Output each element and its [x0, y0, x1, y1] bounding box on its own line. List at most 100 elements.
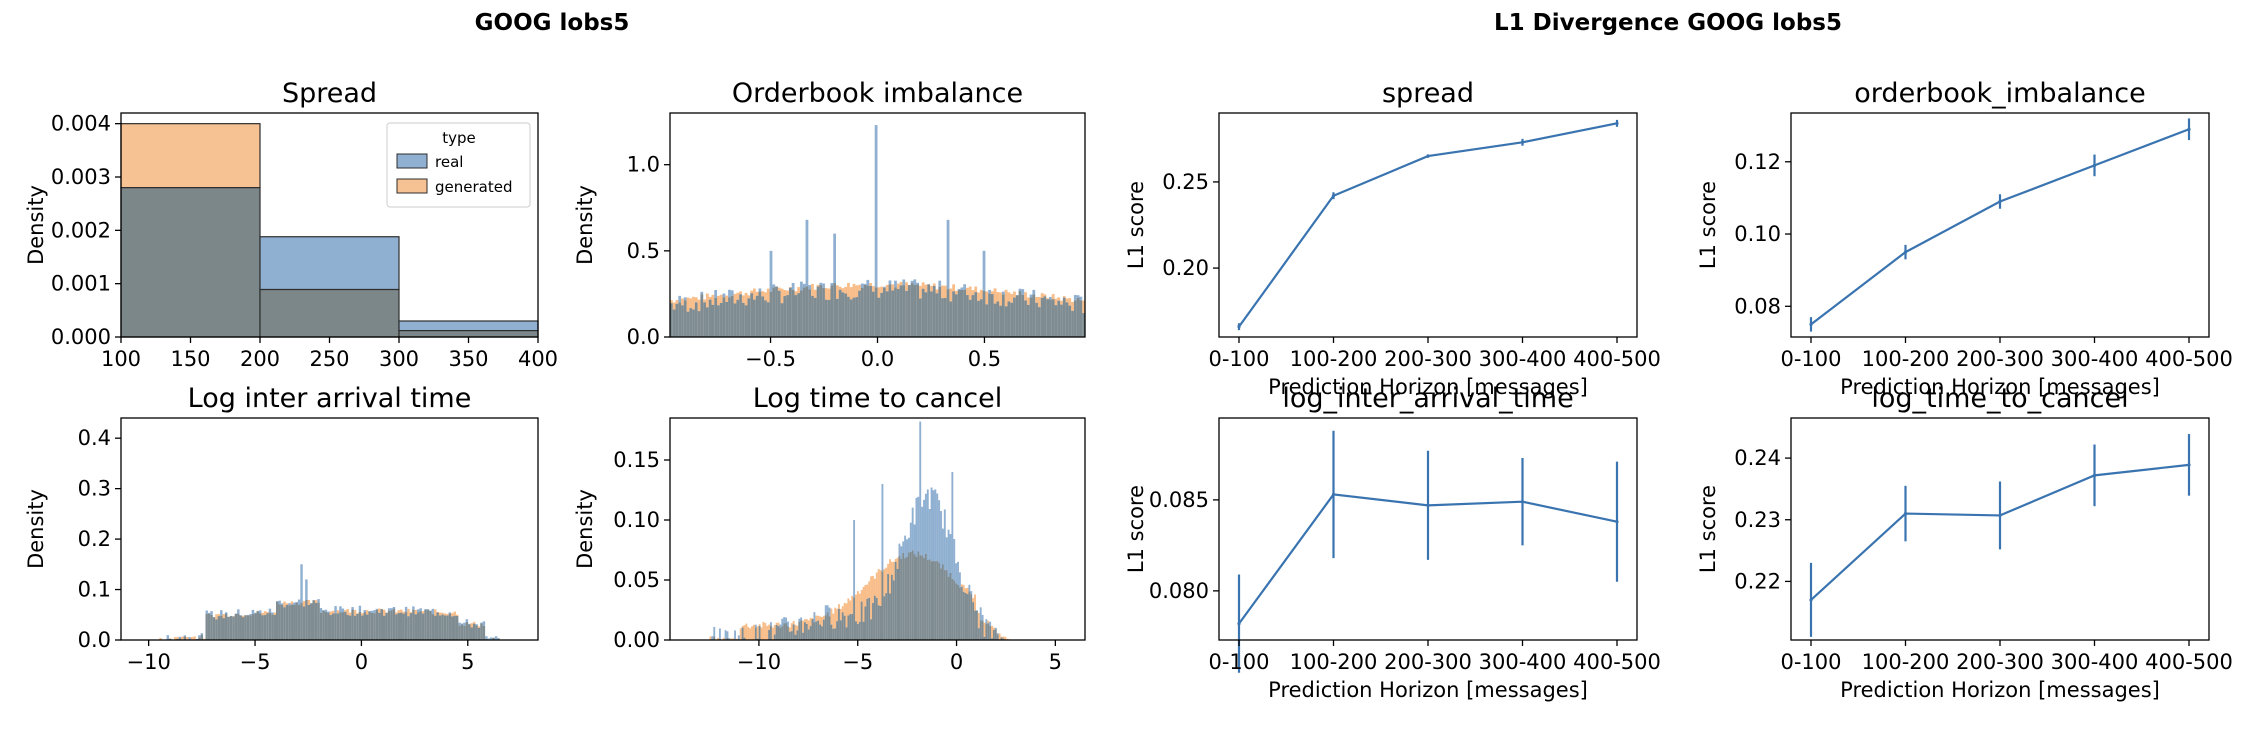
overlap-bar	[927, 284, 931, 337]
x-tick-label: 300-400	[2051, 347, 2139, 371]
generated-bar	[788, 287, 792, 288]
y-tick-label: 0.3	[78, 477, 111, 501]
overlap-bar	[1024, 300, 1027, 337]
real-bar	[1021, 289, 1025, 295]
overlap-bar	[681, 305, 684, 337]
overlap-bar	[936, 560, 939, 640]
generated-bar	[285, 603, 289, 605]
generated-bar	[356, 613, 359, 614]
real-bar	[881, 484, 884, 572]
overlap-bar	[977, 628, 980, 640]
generated-bar	[992, 627, 995, 630]
overlap-bar	[898, 555, 901, 640]
real-bar	[713, 626, 716, 637]
x-axis-label: Prediction Horizon [messages]	[1840, 375, 2160, 399]
generated-bar	[977, 613, 980, 629]
real-bar	[958, 572, 961, 588]
overlap-bar	[398, 330, 539, 338]
y-tick-label: 0.080	[1149, 579, 1209, 603]
overlap-bar	[295, 602, 298, 640]
x-tick-label: 400-500	[1573, 347, 1661, 371]
overlap-bar	[692, 309, 695, 337]
generated-bar	[400, 609, 403, 613]
data-point	[1331, 492, 1336, 497]
legend-swatch-real	[396, 153, 428, 169]
overlap-bar	[777, 626, 780, 640]
real-bar	[258, 610, 262, 614]
overlap-bar	[178, 638, 182, 640]
overlap-bar	[1065, 302, 1069, 337]
real-bar	[910, 280, 914, 284]
real-bar	[288, 603, 291, 606]
generated-bar	[1040, 293, 1044, 298]
overlap-bar	[750, 293, 753, 337]
overlap-bar	[215, 619, 218, 640]
generated-bar	[217, 614, 221, 617]
real-bar	[465, 619, 469, 623]
overlap-bar	[800, 290, 803, 337]
real-bar	[711, 636, 714, 640]
overlap-bar	[753, 299, 756, 337]
right-suptitle: L1 Divergence GOOG lobs5	[1494, 10, 1842, 36]
overlap-bar	[324, 611, 328, 640]
overlap-bar	[224, 613, 228, 640]
generated-bar	[361, 613, 364, 616]
x-tick-label: 0-100	[1208, 347, 1269, 371]
real-bar	[295, 601, 298, 603]
overlap-bar	[358, 611, 362, 640]
overlap-bar	[844, 293, 848, 337]
y-axis-label: L1 score	[1124, 181, 1148, 269]
overlap-bar	[819, 285, 823, 337]
overlap-bar	[862, 621, 865, 640]
chart-orderbook-imbalance: Orderbook imbalance Density 0.0 0.5 1.0 −0.5 0…	[573, 78, 1086, 371]
overlap-bar	[896, 568, 899, 640]
overlap-bar	[881, 571, 884, 640]
real-bar	[224, 612, 228, 614]
generated-bar	[875, 572, 878, 598]
generated-bar	[1068, 298, 1072, 306]
overlap-bar	[826, 612, 829, 640]
real-bar	[951, 472, 954, 579]
generated-bar	[725, 295, 729, 302]
overlap-bar	[451, 616, 454, 640]
legend-label-generated: generated	[435, 178, 512, 196]
y-tick-label: 0.4	[78, 426, 111, 450]
real-bar	[259, 236, 400, 291]
overlap-bar	[766, 302, 770, 337]
real-bar	[322, 610, 325, 611]
overlap-bar	[773, 634, 776, 640]
generated-bar	[414, 610, 418, 615]
real-bar	[398, 320, 539, 332]
overlap-bar	[941, 564, 944, 640]
overlap-bar	[329, 615, 332, 640]
real-bar	[327, 611, 330, 614]
overlap-bar	[913, 554, 916, 640]
overlap-bar	[758, 625, 761, 640]
overlap-bar	[373, 613, 376, 640]
overlap-bar	[815, 621, 818, 640]
real-bar	[824, 605, 827, 616]
x-tick-label: 200-300	[1956, 347, 2044, 371]
generated-bar	[1006, 638, 1009, 640]
generated-bar	[764, 622, 767, 640]
y-tick-label: 0.00	[613, 628, 660, 652]
overlap-bar	[686, 311, 690, 337]
generated-bar	[971, 290, 975, 296]
overlap-bar	[713, 636, 716, 640]
overlap-bar	[739, 294, 742, 337]
real-bar	[819, 282, 823, 286]
overlap-bar	[475, 625, 478, 640]
real-bar	[375, 608, 379, 610]
generated-bar	[841, 288, 845, 293]
generated-bar	[703, 299, 706, 303]
generated-bar	[434, 609, 437, 616]
generated-bar	[1013, 291, 1016, 298]
generated-bar	[949, 288, 953, 302]
generated-bar	[821, 616, 823, 627]
real-bar	[475, 624, 478, 626]
y-tick-label: 0.22	[1734, 569, 1781, 593]
chart-spread: Spread Density 0.000 0.001 0.002 0.003 0.004 10…	[24, 78, 558, 371]
generated-bar	[836, 285, 839, 299]
real-bar	[949, 534, 952, 573]
x-tick-label: 300-400	[2051, 650, 2139, 674]
